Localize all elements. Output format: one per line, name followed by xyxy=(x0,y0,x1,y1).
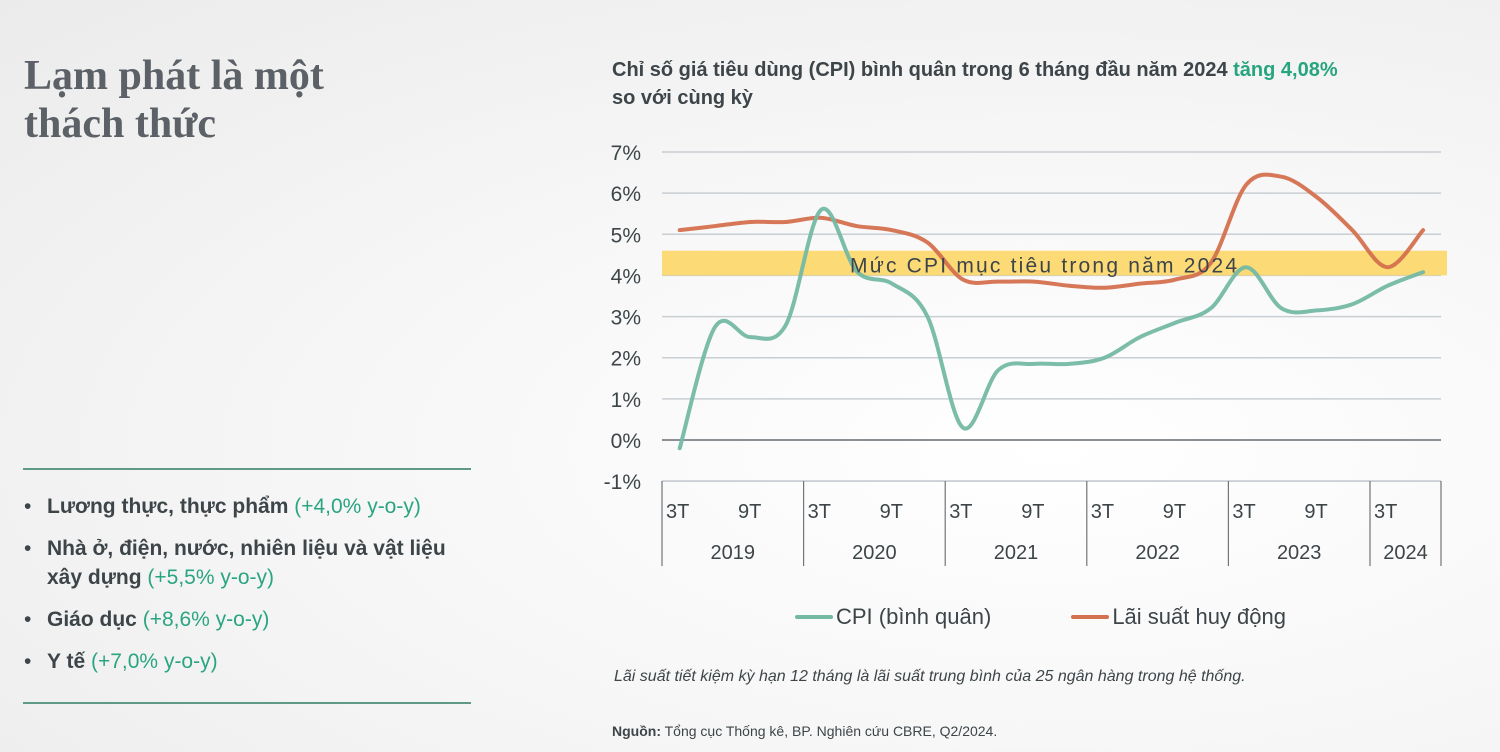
x-year-label: 2023 xyxy=(1277,542,1322,564)
chart-title-highlight: tăng 4,08% xyxy=(1233,59,1338,81)
x-tick-label: 3T xyxy=(666,501,689,523)
y-tick-label: 4% xyxy=(611,265,641,288)
category-label: Giáo dục xyxy=(47,608,137,631)
x-tick-label: 9T xyxy=(1163,501,1186,523)
category-change: (+7,0% y-o-y) xyxy=(90,650,218,673)
bullet-icon: • xyxy=(24,608,32,631)
x-tick-label: 3T xyxy=(1091,501,1114,523)
x-year-label: 2021 xyxy=(994,542,1039,564)
category-change: (+4,0% y-o-y) xyxy=(294,495,421,518)
legend-label-cpi: CPI (bình quân) xyxy=(836,604,992,629)
y-tick-label: 0% xyxy=(611,430,641,453)
source-citation: Nguồn: Tổng cục Thống kê, BP. Nghiên cứu… xyxy=(612,723,997,739)
category-label: Lương thực, thực phẩm xyxy=(47,495,289,518)
list-item: • Nhà ở, điện, nước, nhiên liệu và vật li… xyxy=(24,534,484,592)
interest-rate-series-line xyxy=(677,172,1426,290)
target-band-label: Mức CPI mục tiêu trong năm 2024 xyxy=(850,254,1239,277)
bullet-icon: • xyxy=(24,495,32,518)
y-tick-label: 1% xyxy=(611,389,641,412)
category-change: (+5,5% y-o-y) xyxy=(147,566,275,589)
divider-top xyxy=(23,468,471,470)
y-tick-label: 7% xyxy=(611,142,641,165)
category-label: Nhà ở, điện, nước, nhiên liệu và vật liệ… xyxy=(47,537,446,589)
page-title: Lạm phát là một thách thức xyxy=(24,52,444,148)
x-tick-label: 3T xyxy=(949,501,972,523)
legend-item-cpi: CPI (bình quân) xyxy=(795,604,991,630)
x-tick-label: 3T xyxy=(1374,501,1397,523)
bullet-icon: • xyxy=(24,537,32,560)
category-label: Y tế xyxy=(47,650,86,673)
x-year-label: 2022 xyxy=(1135,542,1180,564)
x-year-label: 2020 xyxy=(852,542,897,564)
legend-item-interest: Lãi suất huy động xyxy=(1071,604,1286,630)
x-tick-label: 3T xyxy=(808,501,831,523)
list-item: • Giáo dục (+8,6% y-o-y) xyxy=(24,605,484,634)
y-tick-label: 5% xyxy=(611,224,641,247)
x-tick-label: 3T xyxy=(1232,501,1255,523)
x-tick-label: 9T xyxy=(738,501,761,523)
source-label: Nguồn: xyxy=(612,723,661,739)
y-tick-label: 2% xyxy=(611,348,641,371)
chart-note: Lãi suất tiết kiệm kỳ hạn 12 tháng là lã… xyxy=(614,668,1246,685)
x-tick-label: 9T xyxy=(1304,501,1327,523)
y-tick-label: 6% xyxy=(611,183,641,206)
chart-title-main: Chỉ số giá tiêu dùng (CPI) bình quân tro… xyxy=(612,59,1234,81)
y-tick-label: 3% xyxy=(611,307,641,330)
divider-bottom xyxy=(23,702,471,704)
bullet-icon: • xyxy=(24,650,32,673)
chart-title-line-2: so với cùng kỳ xyxy=(612,87,753,109)
x-year-label: 2024 xyxy=(1383,542,1428,564)
title-line-1: Lạm phát là một xyxy=(24,53,324,99)
chart-title: Chỉ số giá tiêu dùng (CPI) bình quân tro… xyxy=(612,56,1492,112)
x-year-label: 2019 xyxy=(711,542,756,564)
chart-legend: CPI (bình quân) Lãi suất huy động xyxy=(795,604,1286,630)
list-item: • Lương thực, thực phẩm (+4,0% y-o-y) xyxy=(24,492,484,521)
x-tick-label: 9T xyxy=(880,501,903,523)
cpi-series-line xyxy=(677,206,1426,451)
target-band xyxy=(662,250,1447,276)
y-tick-label: -1% xyxy=(604,471,641,494)
legend-label-interest: Lãi suất huy động xyxy=(1112,604,1287,629)
category-change: (+8,6% y-o-y) xyxy=(142,608,270,631)
cpi-swatch-icon xyxy=(795,615,833,619)
category-list: • Lương thực, thực phẩm (+4,0% y-o-y) • Nh… xyxy=(24,492,484,689)
source-text: Tổng cục Thống kê, BP. Nghiên cứu CBRE, … xyxy=(660,723,998,739)
x-tick-label: 9T xyxy=(1021,501,1044,523)
interest-swatch-icon xyxy=(1071,615,1110,619)
title-line-2: thách thức xyxy=(24,101,217,147)
list-item: • Y tế (+7,0% y-o-y) xyxy=(24,647,484,676)
